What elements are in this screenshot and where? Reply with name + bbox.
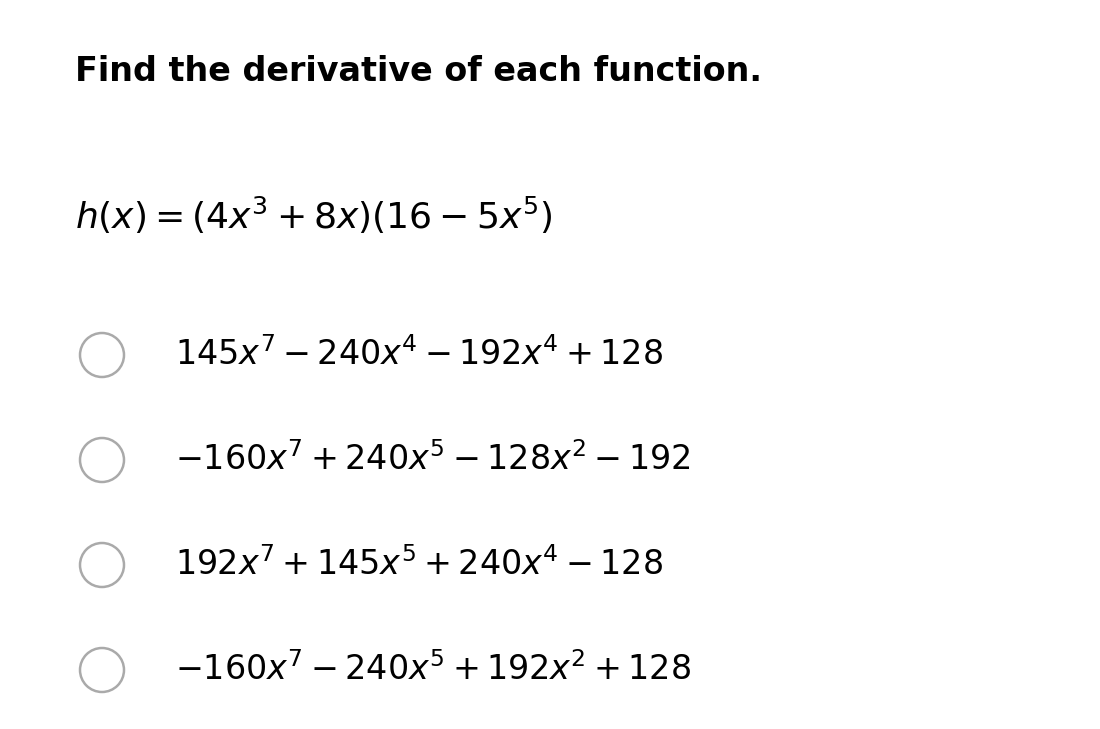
Text: $192x^7 + 145x^5 + 240x^4 - 128$: $192x^7 + 145x^5 + 240x^4 - 128$ (175, 547, 663, 582)
Text: $-160x^7 + 240x^5 - 128x^2 - 192$: $-160x^7 + 240x^5 - 128x^2 - 192$ (175, 443, 690, 477)
Text: Find the derivative of each function.: Find the derivative of each function. (75, 55, 762, 88)
Text: $-160x^7 - 240x^5 + 192x^2 + 128$: $-160x^7 - 240x^5 + 192x^2 + 128$ (175, 652, 691, 687)
Text: $h(x) = (4x^3 + 8x)(16 - 5x^5)$: $h(x) = (4x^3 + 8x)(16 - 5x^5)$ (75, 195, 552, 236)
Text: $145x^7 - 240x^4 - 192x^4 + 128$: $145x^7 - 240x^4 - 192x^4 + 128$ (175, 338, 663, 373)
